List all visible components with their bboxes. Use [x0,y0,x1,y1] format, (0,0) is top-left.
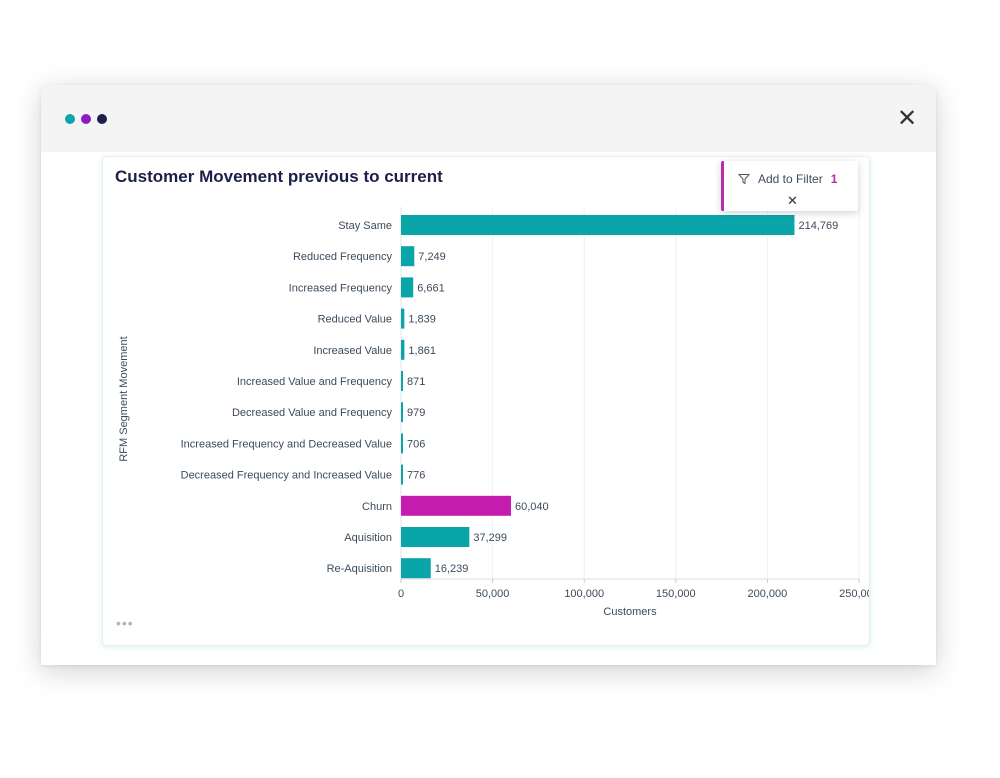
bar-value-label: 6,661 [417,282,445,294]
bar[interactable] [401,277,414,298]
x-tick-label: 200,000 [748,588,788,600]
bar-chart: 0 50,000 100,000 150,000 200,000 250,000 214,7… [118,207,869,618]
x-tick-label: 50,000 [476,588,510,600]
app-window: ✕ Customer Movement previous to current … [41,85,936,665]
y-tick-label: Churn [362,501,392,513]
chart-card: Customer Movement previous to current 0 5… [102,156,870,646]
y-tick-label: Increased Value and Frequency [237,376,393,388]
x-tick-label: 0 [398,588,404,600]
bar[interactable] [401,527,470,547]
add-to-filter-popup: Add to Filter 1 ✕ [721,161,858,211]
bar-value-label: 16,239 [435,563,469,575]
bar[interactable] [401,371,403,391]
y-tick-label: Decreased Frequency and Increased Value [181,470,392,482]
window-dot-navy [97,114,107,124]
funnel-icon [738,174,750,185]
bar-value-label: 979 [407,407,425,419]
bar[interactable] [401,558,431,579]
y-tick-label: Reduced Value [318,314,392,326]
bar[interactable] [401,339,405,360]
bar-value-label: 871 [407,376,425,388]
chart-title: Customer Movement previous to current [115,167,443,186]
add-to-filter-label: Add to Filter [758,172,823,186]
y-tick-label: Decreased Value and Frequency [232,407,393,419]
bar[interactable] [401,495,511,516]
bar-value-label: 37,299 [473,532,507,544]
close-icon[interactable]: ✕ [896,104,918,132]
bar[interactable] [401,246,415,267]
x-tick-label: 150,000 [656,588,696,600]
filter-count-badge: 1 [830,172,838,186]
y-tick-label: Re-Aquisition [327,563,392,575]
bar[interactable] [401,308,405,329]
bar-value-label: 214,769 [798,220,838,232]
bar-value-label: 60,040 [515,501,549,513]
bar-value-label: 706 [407,438,425,450]
bar[interactable] [401,215,795,235]
window-dot-teal [65,114,75,124]
bar-value-label: 1,839 [408,314,436,326]
add-to-filter-button[interactable]: Add to Filter 1 [738,172,837,186]
bar-value-label: 7,249 [418,251,446,263]
bar-value-label: 776 [407,470,425,482]
bar-value-label: 1,861 [408,345,436,357]
window-titlebar: ✕ [41,85,936,152]
y-tick-label: Increased Value [313,345,392,357]
more-horizontal-icon[interactable]: ••• [116,615,134,631]
y-tick-label: Stay Same [338,220,392,232]
bar[interactable] [401,433,403,454]
y-tick-label: Increased Frequency and Decreased Value [181,438,392,450]
window-dot-purple [81,114,91,124]
bar[interactable] [401,464,403,485]
y-tick-label: Aquisition [344,532,392,544]
y-tick-label: Reduced Frequency [293,251,393,263]
y-axis-title: RFM Segment Movement [118,336,130,461]
close-icon[interactable]: ✕ [787,194,798,209]
x-axis-title: Customers [603,606,657,618]
bar[interactable] [401,402,403,423]
y-tick-label: Increased Frequency [289,282,393,294]
x-tick-label: 250,000 [839,588,869,600]
x-tick-label: 100,000 [564,588,604,600]
